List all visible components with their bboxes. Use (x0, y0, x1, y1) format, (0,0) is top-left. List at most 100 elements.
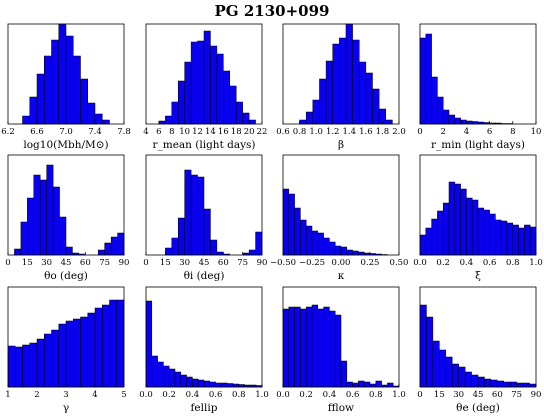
histogram-bar (223, 70, 231, 125)
histogram-bar (460, 188, 467, 256)
histogram-bar (163, 365, 170, 388)
histogram-bar (65, 320, 74, 388)
x-tick-label: 0 (417, 127, 422, 137)
histogram-bar (180, 374, 187, 388)
histogram-bar (471, 374, 479, 388)
histogram-bar (477, 376, 485, 388)
histogram-bar (80, 78, 88, 125)
x-axis-label: log10(Mbh/M⊙) (23, 139, 108, 151)
histogram-bar (58, 23, 67, 125)
x-tick-label: 0 (417, 390, 422, 400)
histogram-bar (168, 368, 176, 388)
histogram-bar (197, 176, 205, 256)
histogram-panel: 0 2 4 6 8 10 r_min (light days) (417, 23, 541, 151)
histogram-bar (372, 88, 380, 125)
x-tick-label: 1.4 (343, 127, 357, 137)
histogram-bar (358, 251, 365, 256)
histogram-bar (466, 120, 473, 125)
histogram-bar (329, 241, 336, 256)
x-tick-label: 0.50 (390, 258, 409, 268)
histogram-bar (497, 380, 505, 388)
histogram-bar (352, 39, 360, 125)
histogram-bar (426, 316, 434, 388)
histogram-bars (145, 300, 263, 388)
histogram-bar (431, 76, 438, 125)
histogram-bar (495, 219, 502, 256)
histogram-bar (73, 318, 81, 388)
x-tick-label: 7.4 (88, 127, 102, 137)
histogram-bar (190, 174, 198, 256)
histogram-bar (165, 247, 173, 256)
histogram-bar (385, 119, 393, 125)
histogram-bar (448, 181, 456, 256)
x-tick-label: 2 (34, 390, 39, 400)
histogram-bar (235, 101, 243, 125)
histogram-bar (27, 197, 35, 256)
plot-frame (419, 23, 537, 125)
histogram-bar (346, 249, 353, 256)
x-tick-label: 75 (511, 390, 522, 400)
histogram-bar (203, 380, 211, 388)
x-axis-label: r_min (light days) (431, 139, 525, 151)
histogram-bar (44, 55, 52, 125)
x-tick-label: 3 (63, 390, 68, 400)
histogram-bars (282, 188, 388, 256)
histogram-bar (94, 113, 103, 125)
histogram-bar (116, 299, 125, 388)
x-tick-label: 0.2 (162, 390, 176, 400)
histogram-bar (171, 237, 179, 256)
x-tick-label: 0.0 (413, 258, 427, 268)
x-tick-label: 15 (160, 258, 171, 268)
histogram-panel: 0.6 0.8 1.0 1.2 1.4 1.6 1.8 2.0 β (276, 23, 406, 151)
x-tick-label: 0.6 (346, 390, 360, 400)
histogram-bar (365, 72, 373, 125)
histogram-bar (186, 376, 193, 388)
histogram-bar (39, 179, 47, 256)
x-tick-label: 22 (257, 127, 268, 137)
x-tick-label: 45 (61, 258, 72, 268)
histogram-bar (87, 312, 96, 388)
histogram-bar (358, 61, 367, 125)
histogram-bar (190, 41, 198, 125)
histogram-bar (419, 234, 427, 256)
histogram-bar (437, 210, 444, 256)
histogram-bar (358, 380, 365, 388)
histogram-bar (22, 115, 30, 125)
x-tick-label: 0.8 (293, 127, 307, 137)
plot-frame (419, 154, 537, 256)
histogram-bar (51, 39, 59, 125)
x-tick-label: 45 (199, 258, 210, 268)
histogram-bar (216, 251, 224, 256)
histogram-bar (305, 111, 314, 125)
histogram-bars (165, 169, 263, 256)
histogram-bar (210, 45, 218, 125)
x-tick-label: 60 (218, 258, 229, 268)
histogram-bar (454, 183, 461, 256)
x-tick-label: 1.8 (376, 127, 390, 137)
histogram-bar (352, 382, 359, 388)
histogram-bar (110, 236, 118, 256)
x-tick-label: 30 (453, 390, 464, 400)
histogram-bars (299, 23, 393, 125)
x-tick-label: 10 (179, 127, 190, 137)
histogram-bar (458, 366, 466, 388)
histogram-bar (33, 174, 41, 256)
histogram-bar (59, 216, 67, 256)
x-tick-label: 1.0 (392, 390, 406, 400)
histogram-bar (352, 250, 359, 256)
histogram-bar (516, 382, 524, 388)
histogram-bar (22, 344, 30, 388)
histogram-bar (14, 248, 22, 256)
x-tick-label: −0.25 (299, 258, 325, 268)
plot-frame (145, 23, 263, 125)
histogram-bar (317, 308, 324, 388)
histogram-bars (419, 33, 514, 125)
histogram-bar (464, 371, 472, 388)
histogram-bar (145, 300, 153, 388)
histogram-bar (288, 306, 295, 388)
histogram-panel: 6.2 6.6 7.0 7.4 7.8 log10(Mbh/M⊙) (1, 23, 131, 151)
histogram-bar (102, 304, 110, 388)
x-tick-label: 90 (257, 258, 268, 268)
